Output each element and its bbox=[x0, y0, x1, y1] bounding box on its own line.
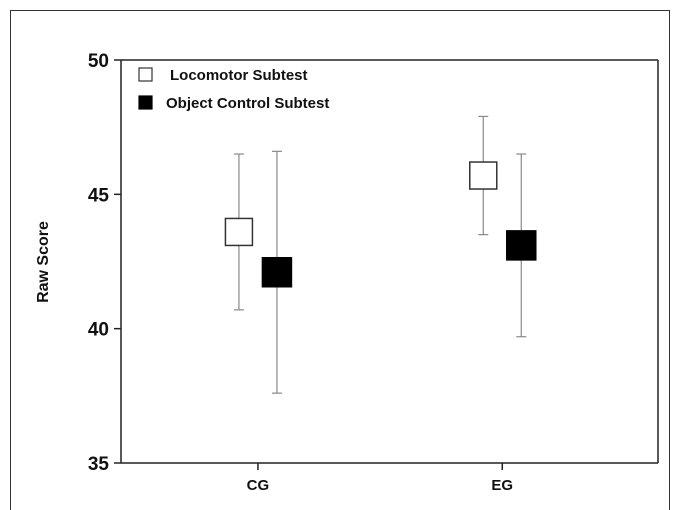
data-marks bbox=[224, 115, 537, 394]
legend: Locomotor Subtest Object Control Subtest bbox=[138, 67, 329, 112]
y-ticks: 35 40 45 50 bbox=[88, 51, 121, 475]
x-tick-label: EG bbox=[491, 477, 513, 494]
locomotor-mean-marker bbox=[469, 161, 498, 190]
x-categories: CG EG bbox=[247, 463, 513, 494]
y-tick-label: 40 bbox=[88, 320, 109, 341]
legend-label-object-control: Object Control Subtest bbox=[166, 95, 329, 112]
locomotor-mean-marker bbox=[224, 217, 254, 247]
y-tick-label: 35 bbox=[88, 454, 110, 475]
figure-frame bbox=[10, 10, 670, 510]
y-axis-title: Raw Score bbox=[35, 221, 52, 303]
x-tick-label: CG bbox=[247, 477, 270, 494]
legend-swatch-locomotor bbox=[138, 67, 153, 82]
object-control-mean-marker bbox=[261, 256, 293, 288]
y-tick-label: 45 bbox=[88, 185, 110, 206]
object-control-mean-marker bbox=[506, 230, 537, 261]
legend-label-locomotor: Locomotor Subtest bbox=[170, 67, 308, 84]
legend-swatch-object-control bbox=[138, 95, 153, 110]
y-tick-label: 50 bbox=[88, 51, 109, 72]
